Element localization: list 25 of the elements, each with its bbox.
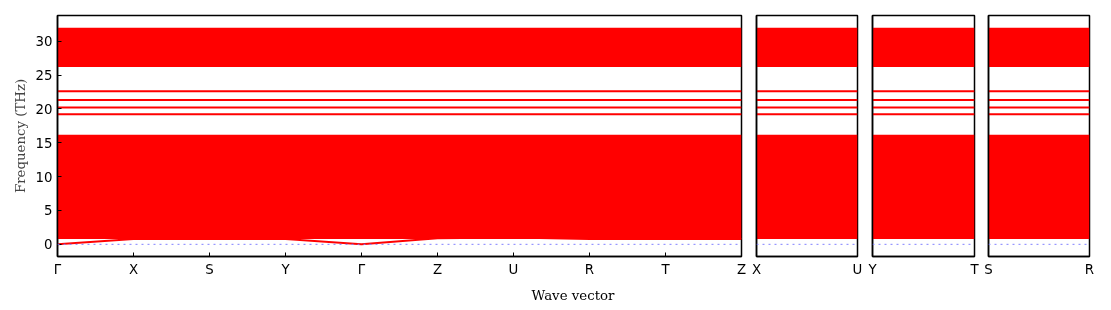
- x-tick-label: X: [128, 261, 139, 277]
- y-tick-label: 5: [44, 203, 53, 219]
- y-tick-label: 10: [35, 169, 53, 185]
- y-tick-label: 15: [35, 135, 53, 151]
- x-tick-label: U: [852, 261, 863, 277]
- y-tick-label: 30: [35, 34, 53, 50]
- x-tick-label: Γ: [53, 261, 62, 277]
- x-tick-label: S: [984, 261, 993, 277]
- y-tick-label: 20: [35, 101, 53, 117]
- x-tick-label: T: [969, 261, 980, 277]
- y-tick-label: 0: [44, 237, 53, 253]
- x-axis-title: Wave vector: [531, 287, 615, 305]
- x-tick-label: T: [660, 261, 671, 277]
- x-tick-label: Z: [432, 261, 443, 277]
- x-tick-label: X: [751, 261, 762, 277]
- x-tick-label: R: [1084, 261, 1095, 277]
- x-tick-label: S: [205, 261, 214, 277]
- y-tick-label: 25: [35, 68, 53, 84]
- x-tick-label: Γ: [357, 261, 366, 277]
- x-tick-label: Z: [736, 261, 747, 277]
- x-tick-label: R: [584, 261, 595, 277]
- y-axis-title: Frequency (THz): [12, 78, 28, 194]
- x-tick-label: Y: [280, 261, 291, 277]
- x-tick-label: U: [508, 261, 519, 277]
- x-tick-label: Y: [867, 261, 878, 277]
